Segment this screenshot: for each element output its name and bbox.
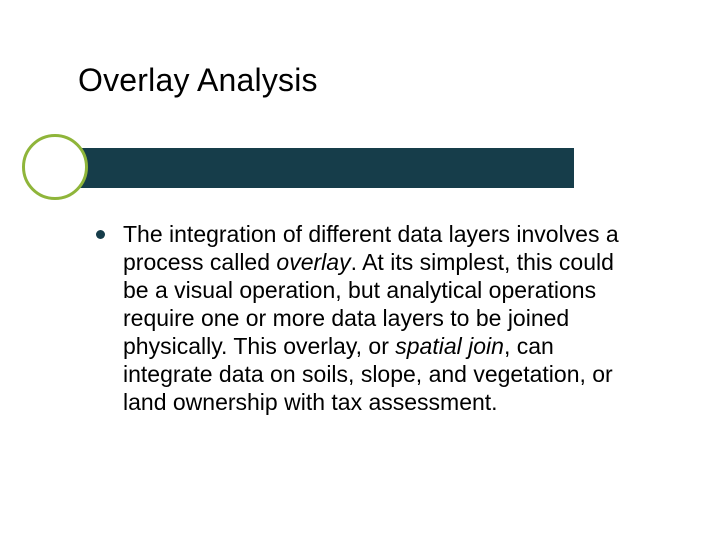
body-content: The integration of different data layers… — [96, 220, 644, 416]
body-italic-2: spatial join — [395, 333, 504, 359]
slide: Overlay Analysis The integration of diff… — [0, 0, 720, 540]
title-underline-bar — [34, 148, 574, 188]
bullet-dot-icon — [96, 230, 105, 239]
body-text: The integration of different data layers… — [123, 220, 644, 416]
slide-title: Overlay Analysis — [78, 62, 318, 99]
bullet-item: The integration of different data layers… — [96, 220, 644, 416]
accent-circle-icon — [22, 134, 88, 200]
body-italic-1: overlay — [276, 249, 350, 275]
